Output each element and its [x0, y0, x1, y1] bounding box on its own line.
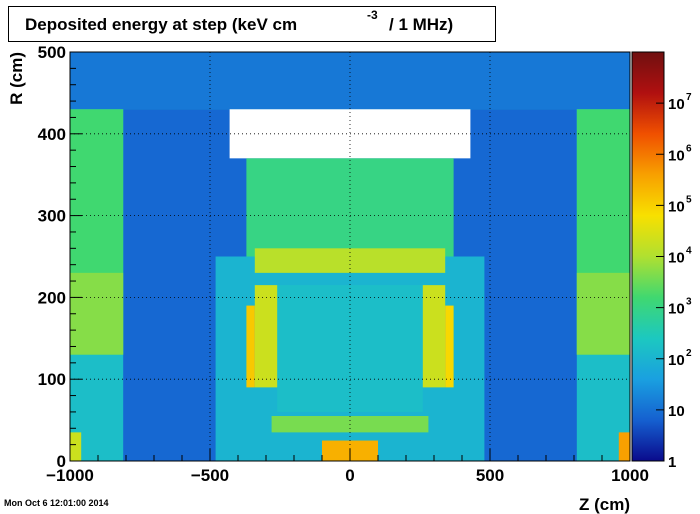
x-axis-label: Z (cm) [579, 495, 630, 514]
x-tick-label-3: 500 [476, 466, 504, 485]
heatmap-region-13 [422, 285, 446, 388]
colorbar-tick-label-5: 10 [668, 198, 685, 215]
y-tick-label-2: 200 [38, 288, 66, 307]
colorbar-tick-label-2: 10 [668, 352, 685, 369]
y-axis: 0 100 200 300 400 500 [38, 43, 82, 471]
heatmap-region-9 [246, 158, 454, 257]
grid-lines [70, 52, 630, 461]
heatmap-region-6 [576, 272, 630, 355]
heatmap-region-18 [70, 432, 82, 461]
colorbar-tick-exponent-2: 2 [686, 348, 692, 359]
chart-title-superscript: -3 [367, 8, 378, 22]
y-tick-label-5: 500 [38, 43, 66, 62]
colorbar-tick-label-4: 10 [668, 250, 685, 267]
chart-title: Deposited energy at step (keV cm [25, 15, 298, 34]
y-tick-label-0: 0 [57, 452, 66, 471]
colorbar-tick-label-6: 10 [668, 147, 685, 164]
heatmap-region-19 [618, 432, 630, 461]
colorbar-tick-label-3: 10 [668, 301, 685, 318]
y-tick-label-3: 300 [38, 207, 66, 226]
y-axis-label: R (cm) [7, 52, 26, 105]
colorbar-tick-exponent-6: 6 [686, 143, 692, 154]
colorbar-tick-label-7: 10 [668, 96, 685, 113]
x-axis: −1000 −500 0 500 1000 [46, 449, 649, 485]
colorbar-tick-exponent-4: 4 [686, 246, 692, 257]
x-tick-label-0: −1000 [46, 466, 94, 485]
chart-title-box: Deposited energy at step (keV cm -3 / 1 … [8, 6, 496, 42]
colorbar-tick-exponent-7: 7 [686, 92, 692, 103]
x-tick-label-4: 1000 [611, 466, 649, 485]
timestamp: Mon Oct 6 12:01:00 2014 [4, 498, 109, 508]
colorbar-tick-exponent-3: 3 [686, 297, 692, 308]
heatmap-region-12 [254, 285, 278, 388]
y-tick-label-4: 400 [38, 125, 66, 144]
colorbar-tick-label-1: 10 [668, 403, 685, 420]
y-tick-label-1: 100 [38, 370, 66, 389]
heatmap-region-15 [445, 305, 454, 388]
heatmap-region-14 [246, 305, 255, 388]
x-tick-label-1: −500 [191, 466, 229, 485]
colorbar-tick-label-0: 1 [668, 454, 676, 471]
heatmap-region-5 [70, 272, 124, 355]
colorbar-tick-exponent-5: 5 [686, 194, 692, 205]
x-tick-label-2: 0 [345, 466, 354, 485]
chart-title-tail: / 1 MHz) [389, 15, 454, 34]
